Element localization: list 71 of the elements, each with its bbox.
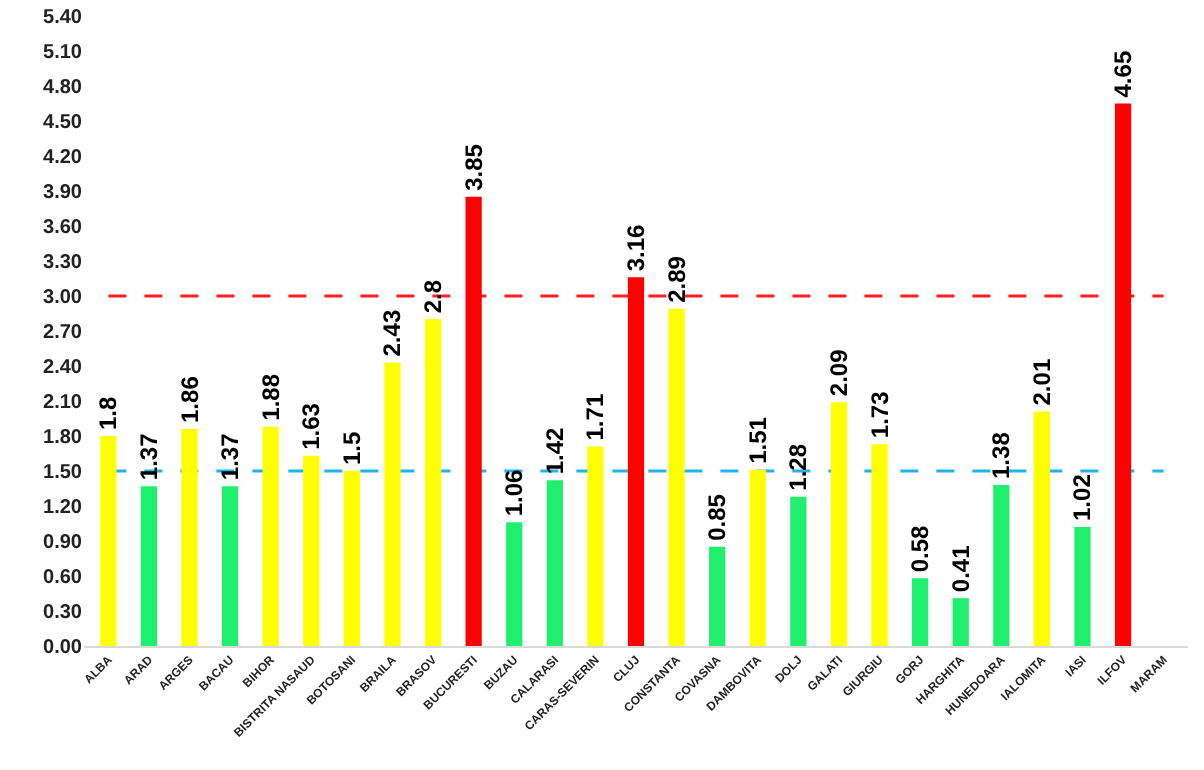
bar	[790, 496, 807, 646]
bar	[952, 598, 969, 646]
bar	[668, 308, 685, 646]
data-label: 1.42	[540, 426, 569, 475]
bar	[709, 546, 726, 646]
bar	[222, 486, 239, 646]
data-label: 1.06	[500, 468, 529, 517]
data-label: 3.16	[622, 223, 650, 272]
bar	[830, 402, 848, 646]
bar	[100, 436, 117, 646]
data-label: 4.65	[1109, 50, 1138, 98]
y-tick-label: 4.20	[43, 147, 83, 169]
data-label: 0.41	[946, 544, 975, 593]
bar	[1074, 527, 1091, 646]
y-tick-label: 1.80	[43, 427, 83, 449]
y-tick-label: 5.40	[43, 7, 83, 29]
data-label: 1.71	[581, 393, 610, 441]
data-label: 2.43	[378, 309, 407, 357]
data-label: 1.63	[297, 402, 326, 450]
data-label: 0.85	[703, 493, 732, 541]
data-label: 1.02	[1068, 473, 1097, 521]
y-tick-label: 1.50	[43, 462, 83, 484]
y-tick-label: 2.40	[43, 357, 83, 379]
y-tick-label: 0.60	[43, 567, 83, 589]
data-label: 3.85	[459, 143, 488, 191]
y-tick-label: 1.20	[43, 497, 83, 519]
data-label: 2.89	[662, 255, 691, 303]
bar	[749, 469, 766, 646]
y-tick-label: 3.90	[43, 182, 83, 204]
y-tick-label: 4.50	[43, 112, 83, 134]
data-label: 2.09	[824, 348, 853, 397]
bar	[506, 522, 523, 646]
bar	[262, 426, 279, 646]
bar	[465, 196, 482, 646]
data-label: 2.8	[419, 279, 448, 314]
data-label: 1.37	[134, 432, 163, 481]
y-tick-label: 4.80	[43, 77, 83, 99]
data-label: 1.28	[784, 443, 813, 491]
bar	[343, 471, 360, 646]
bar	[1114, 103, 1132, 646]
bar	[303, 455, 320, 646]
data-label: 1.5	[337, 430, 366, 465]
bar	[424, 319, 442, 646]
y-tick-label: 0.90	[43, 532, 83, 554]
data-label: 1.38	[987, 431, 1016, 479]
bar	[181, 429, 198, 646]
y-tick-label: 2.10	[43, 392, 83, 414]
data-label: 2.01	[1027, 358, 1056, 406]
y-tick-label: 5.10	[43, 42, 83, 64]
bar	[1033, 411, 1050, 646]
bar	[627, 277, 645, 646]
bar	[912, 578, 929, 646]
y-tick-label: 3.60	[43, 217, 83, 239]
data-label: 0.58	[906, 524, 935, 573]
y-tick-label: 2.70	[43, 322, 83, 344]
bar	[384, 362, 401, 646]
y-tick-label: 0.30	[43, 602, 83, 624]
y-tick-label: 3.00	[43, 287, 83, 309]
bar	[871, 444, 888, 646]
y-tick-label: 3.30	[43, 252, 83, 274]
bar	[993, 485, 1010, 646]
bar	[140, 486, 158, 646]
data-label: 1.51	[743, 416, 772, 464]
data-label: 1.86	[175, 375, 204, 423]
data-label: 1.88	[256, 373, 285, 421]
y-tick-label: 0.00	[43, 637, 83, 659]
bar	[587, 446, 604, 646]
data-label: 1.73	[865, 390, 894, 439]
data-label: 1.37	[216, 432, 245, 481]
data-label: 1.8	[94, 395, 123, 430]
bar	[546, 480, 563, 646]
